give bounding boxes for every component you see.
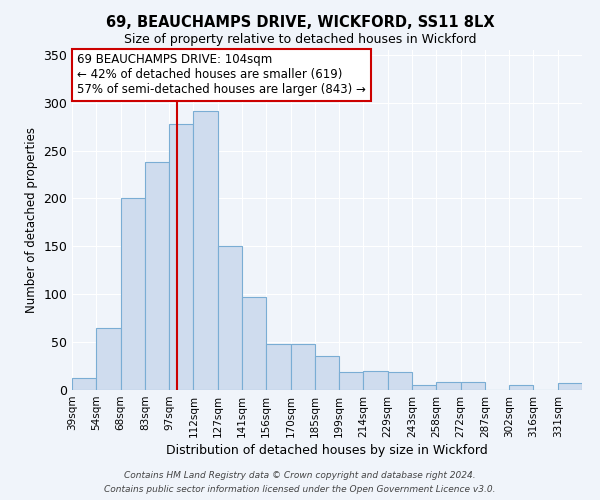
Bar (145, 162, 169, 390)
Bar (509, 385, 533, 390)
X-axis label: Distribution of detached houses by size in Wickford: Distribution of detached houses by size … (166, 444, 488, 457)
Text: Contains HM Land Registry data © Crown copyright and database right 2024.: Contains HM Land Registry data © Crown c… (124, 470, 476, 480)
Y-axis label: Number of detached properties: Number of detached properties (25, 127, 38, 313)
Bar (412, 385, 436, 390)
Bar (193, 112, 218, 390)
Bar (558, 384, 582, 390)
Bar (388, 372, 412, 390)
Bar (218, 246, 242, 390)
Bar (72, 378, 96, 390)
Bar (461, 382, 485, 390)
Bar (96, 328, 121, 390)
Bar (290, 344, 315, 390)
Bar (364, 371, 388, 390)
Bar (242, 297, 266, 390)
Bar (266, 344, 290, 390)
Bar (436, 382, 461, 390)
Text: Contains public sector information licensed under the Open Government Licence v3: Contains public sector information licen… (104, 486, 496, 494)
Bar (315, 356, 339, 390)
Text: 69 BEAUCHAMPS DRIVE: 104sqm
← 42% of detached houses are smaller (619)
57% of se: 69 BEAUCHAMPS DRIVE: 104sqm ← 42% of det… (77, 54, 366, 96)
Bar (169, 124, 193, 390)
Text: Size of property relative to detached houses in Wickford: Size of property relative to detached ho… (124, 32, 476, 46)
Bar (339, 372, 364, 390)
Text: 69, BEAUCHAMPS DRIVE, WICKFORD, SS11 8LX: 69, BEAUCHAMPS DRIVE, WICKFORD, SS11 8LX (106, 15, 494, 30)
Bar (121, 198, 145, 390)
